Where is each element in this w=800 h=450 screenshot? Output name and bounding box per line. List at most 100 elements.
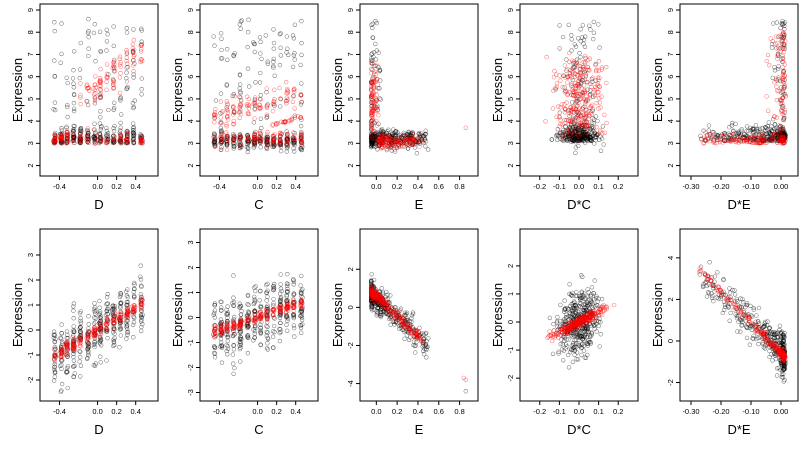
observed-point xyxy=(125,84,130,90)
fitted-point xyxy=(212,144,218,149)
fitted-point xyxy=(125,138,130,143)
observed-point xyxy=(377,67,382,73)
fitted-point xyxy=(765,52,771,58)
observed-point xyxy=(291,53,296,58)
observed-point xyxy=(52,374,57,379)
x-axis-label: D xyxy=(94,197,103,212)
observed-point xyxy=(278,104,283,109)
fitted-point xyxy=(252,107,257,112)
fitted-point xyxy=(264,145,269,150)
observed-point xyxy=(59,362,64,368)
fitted-point xyxy=(212,110,218,115)
fitted-point xyxy=(238,140,244,146)
fitted-point xyxy=(64,134,70,139)
fitted-point xyxy=(767,63,772,68)
observed-point xyxy=(98,115,103,120)
y-tick-label: 3 xyxy=(186,141,195,145)
fitted-point xyxy=(236,135,242,140)
x-axis-label: E xyxy=(415,197,424,212)
x-tick-label: 0.0 xyxy=(252,407,262,416)
observed-point xyxy=(225,57,230,62)
observed-point xyxy=(238,26,243,31)
fitted-point xyxy=(112,137,117,143)
x-tick-label: 0.0 xyxy=(92,407,102,416)
fitted-point xyxy=(285,86,290,92)
fitted-point xyxy=(292,106,297,111)
y-tick-label: -2 xyxy=(186,364,195,371)
observed-point xyxy=(98,48,103,54)
fitted-point xyxy=(550,106,556,111)
observed-point xyxy=(232,365,237,371)
y-tick-label: 7 xyxy=(666,52,675,56)
observed-point xyxy=(53,130,58,136)
observed-point xyxy=(238,98,244,103)
fitted-point xyxy=(218,115,223,120)
y-tick-label: 7 xyxy=(186,52,195,56)
observed-point xyxy=(97,92,102,97)
observed-point xyxy=(373,57,379,62)
fitted-point xyxy=(252,132,258,137)
x-tick-label: -0.20 xyxy=(712,182,729,191)
fitted-point xyxy=(98,133,103,138)
fitted-point xyxy=(220,109,225,114)
fitted-point xyxy=(264,132,270,137)
observed-point xyxy=(265,294,270,299)
observed-point xyxy=(58,60,63,65)
y-tick-label: 9 xyxy=(26,8,35,12)
observed-point xyxy=(258,145,263,150)
fitted-point xyxy=(277,136,283,142)
fitted-point xyxy=(92,98,98,103)
observed-point xyxy=(272,329,277,335)
fitted-point xyxy=(218,132,224,137)
observed-point xyxy=(369,272,374,277)
observed-point xyxy=(753,123,759,128)
x-tick-label: 0.4 xyxy=(413,182,423,191)
y-tick-label: 8 xyxy=(26,30,35,34)
x-tick-label: -0.4 xyxy=(53,182,66,191)
fitted-point xyxy=(118,133,123,138)
observed-point xyxy=(70,127,76,133)
observed-point xyxy=(52,20,57,25)
observed-point xyxy=(278,282,283,287)
observed-point xyxy=(72,371,77,376)
y-tick-label: 5 xyxy=(346,97,355,101)
fitted-point xyxy=(275,121,281,126)
observed-point xyxy=(370,35,375,40)
fitted-point xyxy=(257,136,262,142)
observed-point xyxy=(104,133,109,139)
y-tick-label: 6 xyxy=(346,75,355,79)
x-tick-label: 0.4 xyxy=(130,182,140,191)
observed-point xyxy=(264,90,269,95)
fitted-point xyxy=(264,138,269,144)
fitted-point xyxy=(224,147,230,153)
fitted-point xyxy=(774,84,779,89)
observed-point xyxy=(59,21,64,26)
observed-point xyxy=(258,116,263,121)
observed-point xyxy=(104,48,109,53)
observed-point xyxy=(591,19,596,25)
observed-point xyxy=(98,109,103,114)
fitted-point xyxy=(224,107,230,112)
observed-point xyxy=(213,143,218,149)
observed-point xyxy=(298,62,303,68)
observed-point xyxy=(244,144,250,150)
fitted-point xyxy=(131,63,136,68)
observed-point xyxy=(271,40,277,46)
fitted-point xyxy=(225,117,231,122)
observed-point xyxy=(51,378,57,383)
observed-point xyxy=(92,121,97,126)
fitted-point xyxy=(212,134,217,139)
observed-point xyxy=(92,363,98,368)
observed-point xyxy=(271,27,276,32)
fitted-point xyxy=(131,140,137,145)
observed-point xyxy=(131,121,136,126)
observed-point xyxy=(218,317,224,322)
observed-point xyxy=(569,33,574,38)
points xyxy=(51,263,145,394)
observed-point xyxy=(238,19,244,24)
fitted-point xyxy=(52,132,57,137)
fitted-point xyxy=(124,131,130,137)
observed-point xyxy=(118,96,123,101)
